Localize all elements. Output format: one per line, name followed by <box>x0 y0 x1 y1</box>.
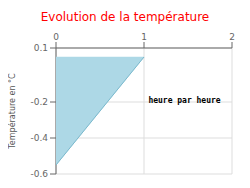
svg-text:2: 2 <box>229 32 235 42</box>
svg-text:heure par heure: heure par heure <box>148 96 220 105</box>
svg-text:1: 1 <box>141 32 147 42</box>
svg-text:Température en °C: Température en °C <box>8 73 17 150</box>
svg-text:0: 0 <box>53 32 59 42</box>
svg-text:-0.6: -0.6 <box>30 169 48 179</box>
svg-text:-0.4: -0.4 <box>30 133 48 143</box>
html-text:Evolution de la température: Evolution de la température <box>40 10 210 24</box>
svg-text:-0.2: -0.2 <box>30 97 48 107</box>
svg-text:0.1: 0.1 <box>34 43 48 53</box>
